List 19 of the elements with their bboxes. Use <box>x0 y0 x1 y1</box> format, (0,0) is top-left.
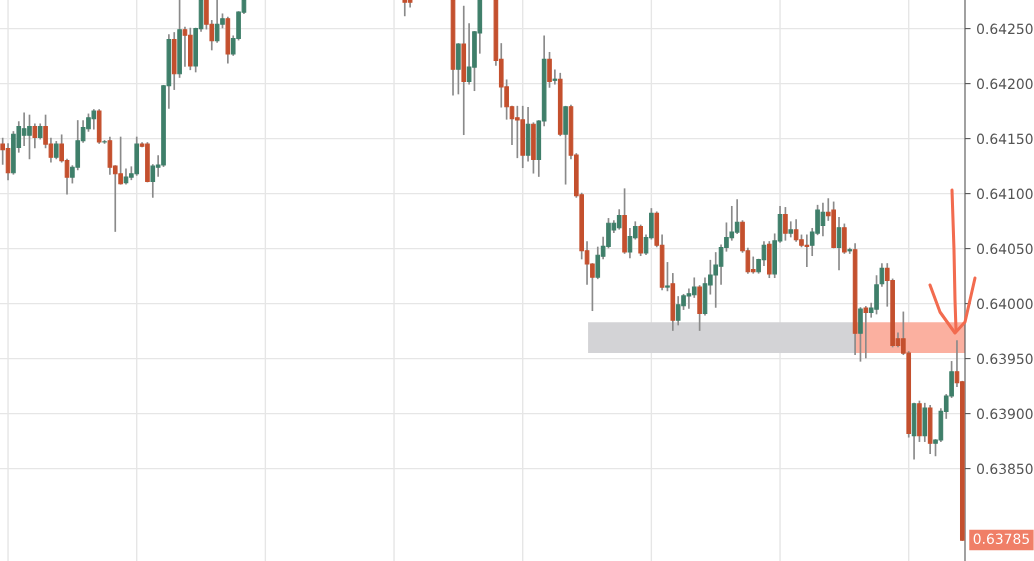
candlestick <box>847 247 853 254</box>
candlestick <box>552 69 558 85</box>
y-tick-label: 0.64150 <box>977 133 1033 145</box>
candlestick <box>783 207 788 241</box>
y-tick-label: 0.63900 <box>977 408 1033 420</box>
y-tick-label: 0.64250 <box>977 23 1033 35</box>
y-tick-label: 0.64050 <box>977 243 1033 255</box>
candlestick <box>788 221 794 238</box>
candlestick <box>32 123 38 149</box>
y-tick-label: 0.64200 <box>977 78 1033 90</box>
candlestick <box>863 306 869 359</box>
y-tick-label: 0.63850 <box>977 463 1033 475</box>
candlestick <box>665 262 670 292</box>
candlestick <box>547 51 552 88</box>
text: 0.63785 <box>973 533 1029 545</box>
candlestick <box>879 263 885 287</box>
y-tick-label: 0.63950 <box>977 353 1033 365</box>
y-tick-label: 0.64100 <box>977 188 1033 200</box>
y-tick-label: 0.64000 <box>977 298 1033 310</box>
